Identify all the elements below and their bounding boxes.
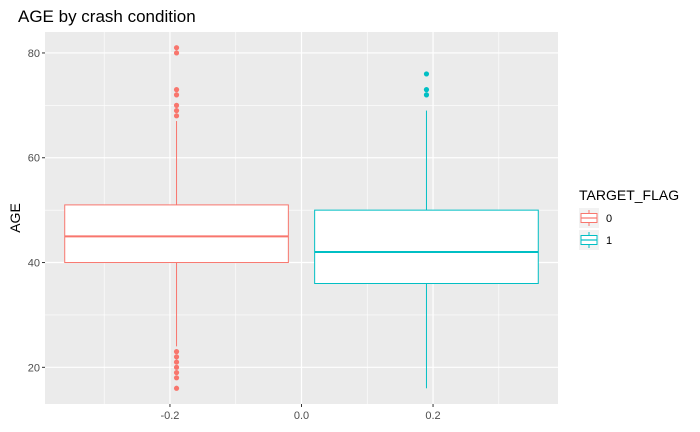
x-tick-label: -0.2	[160, 410, 179, 422]
outlier-point	[173, 375, 180, 381]
chart-title: AGE by crash condition	[18, 7, 196, 26]
boxes	[64, 45, 539, 391]
box-iqr	[64, 204, 289, 264]
x-axis-ticks: -0.2 0.0 0.2	[160, 404, 441, 422]
outlier-point	[423, 71, 430, 77]
x-tick-label: 0.2	[425, 410, 440, 422]
legend-label: 1	[606, 235, 612, 247]
outlier-point	[173, 349, 180, 355]
legend-item-0: 0	[579, 208, 612, 228]
outlier-point	[173, 45, 180, 51]
outlier-point	[173, 50, 180, 56]
x-tick-label: 0.0	[294, 410, 309, 422]
outlier-point	[173, 354, 180, 360]
legend: 01	[579, 208, 612, 250]
outlier-point	[173, 87, 180, 93]
y-tick-label: 40	[28, 258, 40, 270]
outlier-point	[173, 102, 180, 108]
outlier-point	[423, 92, 430, 98]
outlier-point	[173, 369, 180, 376]
box-iqr	[314, 209, 539, 284]
box-group-0	[64, 45, 289, 391]
outlier-point	[173, 113, 180, 119]
outlier-point	[423, 87, 430, 93]
y-tick-label: 80	[28, 48, 40, 60]
outlier-point	[173, 364, 180, 370]
legend-item-1: 1	[579, 230, 612, 250]
box-group-1	[314, 71, 539, 389]
y-axis-title: AGE	[7, 203, 23, 233]
outlier-point	[173, 359, 180, 365]
y-axis-ticks: 20 40 60 80	[28, 48, 45, 374]
y-tick-label: 60	[28, 153, 40, 165]
legend-title: TARGET_FLAG	[579, 187, 679, 203]
outlier-point	[173, 107, 180, 114]
outlier-point	[173, 92, 180, 98]
legend-label: 0	[606, 213, 612, 225]
y-tick-label: 20	[28, 362, 40, 374]
outlier-point	[173, 385, 180, 391]
